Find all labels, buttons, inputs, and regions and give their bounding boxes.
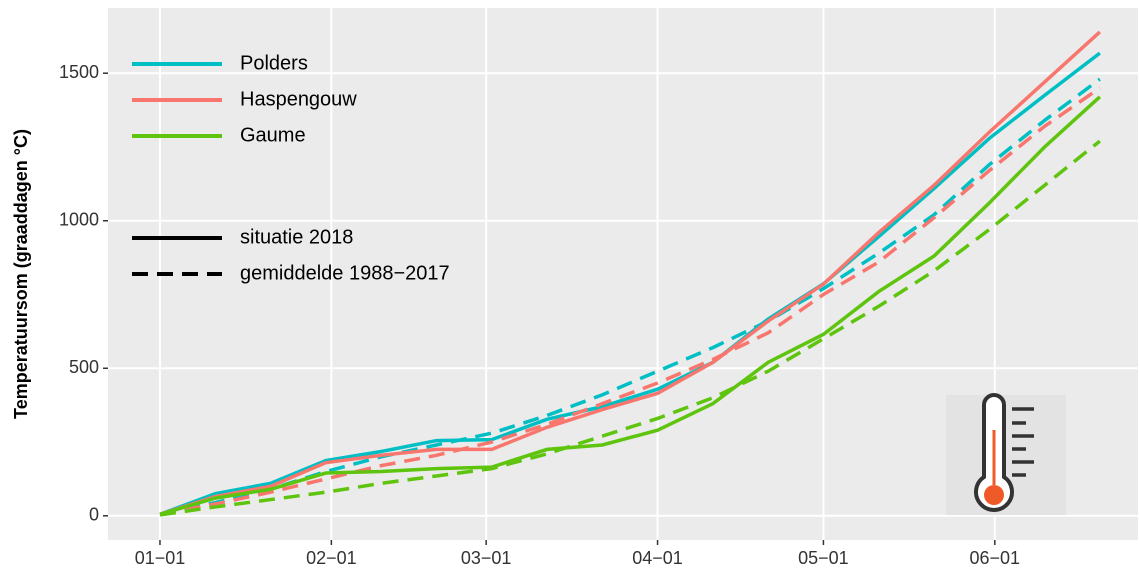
y-tick-label: 500 — [69, 357, 99, 377]
x-tick-label: 03−01 — [461, 548, 512, 568]
series-line — [159, 139, 1101, 517]
legend: Polders Haspengouw Gaume situatie 2018 gemid… — [132, 52, 450, 284]
y-axis-title: Temperatuursom (graaddagen °C) — [11, 129, 31, 419]
x-tick-label: 06−01 — [970, 548, 1021, 568]
y-tick-label: 0 — [89, 505, 99, 525]
legend-label: Haspengouw — [240, 88, 357, 110]
legend-label: situatie 2018 — [240, 226, 353, 248]
series-line — [159, 86, 1101, 517]
series-line — [159, 30, 1102, 516]
legend-label: Gaume — [240, 124, 306, 146]
legend-label: Polders — [240, 52, 308, 74]
x-tick-label: 04−01 — [632, 548, 683, 568]
thermometer-icon — [946, 393, 1066, 515]
x-tick-label: 05−01 — [798, 548, 849, 568]
y-tick-label: 1500 — [59, 62, 99, 82]
lines — [159, 30, 1102, 517]
legend-label: gemiddelde 1988−2017 — [240, 262, 450, 284]
x-tick-label: 01−01 — [135, 548, 186, 568]
series-line — [159, 95, 1102, 517]
x-tick-label: 02−01 — [306, 548, 357, 568]
y-tick-label: 1000 — [59, 209, 99, 229]
series-line — [159, 51, 1101, 516]
